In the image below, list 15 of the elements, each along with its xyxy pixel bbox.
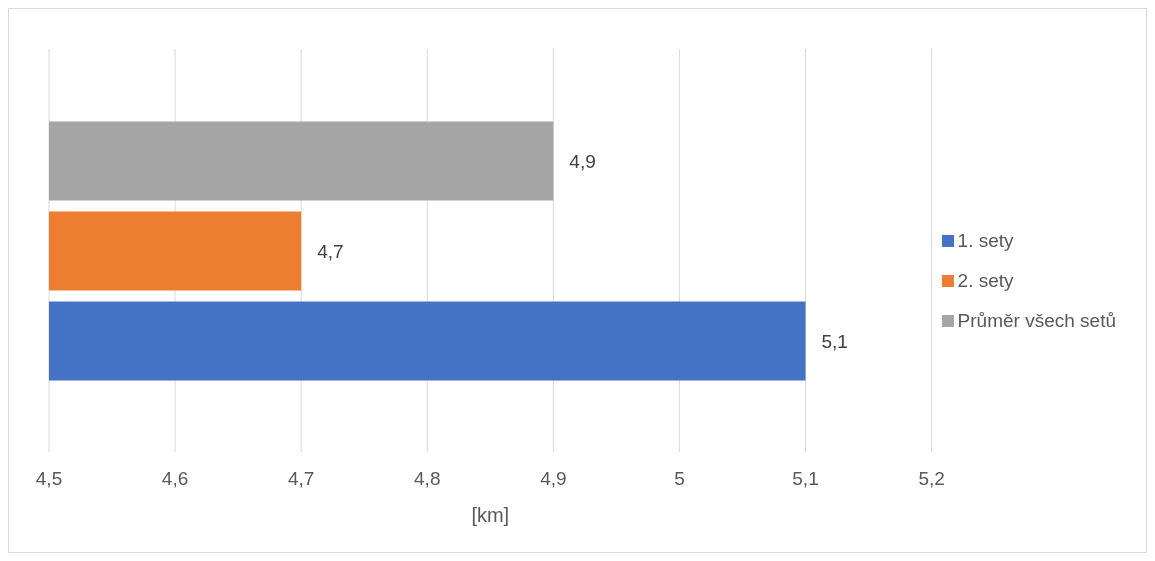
x-tick-label: 4,9 <box>540 468 567 490</box>
data-label: 4,7 <box>317 240 344 262</box>
x-tick-label: 4,8 <box>414 468 441 490</box>
legend-label: Průměr všech setů <box>957 309 1116 331</box>
x-tick-label: 4,6 <box>161 468 189 490</box>
legend-label: 1. sety <box>957 229 1014 251</box>
x-tick-label: 5,2 <box>918 468 945 490</box>
x-tick-label: 5,1 <box>792 468 819 490</box>
x-tick-label: 4,5 <box>35 468 63 490</box>
data-label: 5,1 <box>821 330 848 352</box>
data-label: 4,9 <box>569 150 596 172</box>
x-tick-label: 5 <box>674 468 685 490</box>
x-tick-label: 4,7 <box>287 468 315 490</box>
legend-label: 2. sety <box>957 269 1014 291</box>
x-axis-title: [km] <box>471 504 510 526</box>
